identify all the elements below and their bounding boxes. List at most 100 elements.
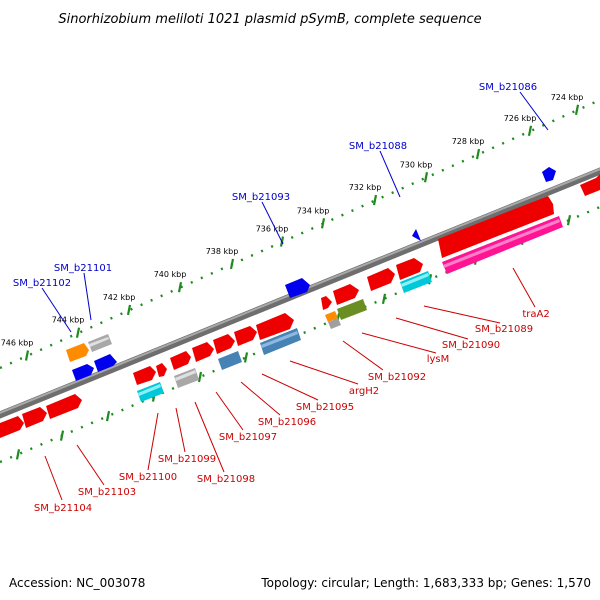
gene-feature-reverse xyxy=(94,354,117,372)
gene-feature-box xyxy=(138,384,161,396)
ruler-major-tick xyxy=(574,104,580,116)
inner-ruler-major-tick xyxy=(197,371,203,383)
gene-label-sm-b21103[interactable]: SM_b21103 xyxy=(78,487,136,498)
inner-ruler-major-tick xyxy=(59,430,65,441)
connector-sm-b21096 xyxy=(240,381,281,416)
gene-label-sm-b21086[interactable]: SM_b21086 xyxy=(479,82,537,93)
ruler-major-tick xyxy=(372,194,378,206)
ruler-tick-label: 734 kbp xyxy=(297,206,330,215)
ruler-tick-label: 738 kbp xyxy=(206,247,239,256)
gene-feature-forward xyxy=(396,258,423,280)
ruler-major-tick xyxy=(527,125,533,137)
label-connectors xyxy=(41,91,549,501)
inner-ruler-major-tick xyxy=(381,293,387,305)
gene-label-sm-b21090[interactable]: SM_b21090 xyxy=(442,340,500,351)
connector-sm-b21099 xyxy=(175,407,186,453)
connector-traa2 xyxy=(512,267,536,308)
gene-feature-reverse xyxy=(542,167,556,182)
connector-argh2 xyxy=(289,360,359,385)
gene-feature-forward xyxy=(213,334,235,354)
connector-sm-b21095 xyxy=(261,373,319,401)
connector-lysm xyxy=(361,332,437,354)
connector-sm-b21088 xyxy=(379,150,401,198)
ruler-major-tick xyxy=(423,172,429,183)
gene-label-sm-b21096[interactable]: SM_b21096 xyxy=(258,417,316,428)
gene-feature-forward xyxy=(22,407,47,428)
gene-feature-reverse xyxy=(285,278,310,298)
inner-ruler-major-tick xyxy=(105,410,111,422)
connector-sm-b21100 xyxy=(147,412,159,471)
connector-sm-b21089 xyxy=(423,305,501,324)
gene-label-sm-b21104[interactable]: SM_b21104 xyxy=(34,503,92,514)
gene-feature-forward xyxy=(0,416,24,438)
gene-label-sm-b21098[interactable]: SM_b21098 xyxy=(197,474,255,485)
ruler-major-tick xyxy=(177,281,183,293)
gene-feature-forward xyxy=(333,284,359,305)
gene-feature-reverse xyxy=(412,229,421,241)
gene-feature-box xyxy=(175,370,196,381)
connector-sm-b21093 xyxy=(261,201,284,245)
inner-ruler-major-tick xyxy=(243,352,249,363)
ruler-major-tick xyxy=(24,350,30,361)
gene-feature-reverse xyxy=(88,334,112,352)
gene-label-lysm[interactable]: lysM xyxy=(427,354,450,365)
ruler-tick-label: 732 kbp xyxy=(349,183,382,192)
gene-feature-forward xyxy=(438,196,554,258)
gene-label-sm-b21092[interactable]: SM_b21092 xyxy=(368,372,426,383)
gene-feature-forward xyxy=(192,342,214,362)
gene-feature-reverse xyxy=(66,343,89,362)
gene-label-sm-b21089[interactable]: SM_b21089 xyxy=(475,324,533,335)
gene-feature-reverse xyxy=(89,337,109,347)
gene-feature-box xyxy=(325,311,338,322)
gene-label-sm-b21097[interactable]: SM_b21097 xyxy=(219,432,277,443)
gene-feature-box xyxy=(443,219,560,268)
upper-gene-labels: SM_b21086 SM_b21088 SM_b21093 SM_b21101 … xyxy=(13,82,537,289)
gene-feature-forward xyxy=(367,268,395,291)
connector-sm-b21097 xyxy=(215,391,244,431)
gene-feature-forward xyxy=(256,313,294,340)
gene-feature-forward xyxy=(46,394,82,419)
connector-sm-b21090 xyxy=(395,317,469,340)
gene-feature-box xyxy=(328,318,341,329)
gene-label-traa2[interactable]: traA2 xyxy=(522,309,549,320)
gene-label-sm-b21093[interactable]: SM_b21093 xyxy=(232,192,290,203)
gene-label-sm-b21102[interactable]: SM_b21102 xyxy=(13,278,71,289)
ruler-tick-label: 730 kbp xyxy=(400,160,433,169)
connector-sm-b21103 xyxy=(76,444,105,486)
inner-ruler-major-tick xyxy=(15,449,21,460)
ruler-tick-label: 744 kbp xyxy=(52,316,85,325)
ruler-tick-label: 728 kbp xyxy=(452,137,485,146)
lower-gene-labels: traA2 SM_b21089 SM_b21090 lysM SM_b21092… xyxy=(34,309,550,514)
ruler-tick-label: 724 kbp xyxy=(551,93,584,102)
gene-feature-forward xyxy=(234,326,257,346)
gene-feature-box xyxy=(261,331,298,348)
connector-sm-b21104 xyxy=(44,455,63,501)
gene-features xyxy=(0,167,600,438)
connector-sm-b21092 xyxy=(342,340,384,371)
ruler-tick-label: 742 kbp xyxy=(103,293,136,302)
connector-sm-b21101 xyxy=(83,272,92,321)
gene-feature-box xyxy=(218,351,242,370)
ruler-major-tick xyxy=(75,327,81,338)
gene-label-sm-b21100[interactable]: SM_b21100 xyxy=(119,472,177,483)
connector-sm-b21098 xyxy=(194,401,225,473)
gene-label-sm-b21101[interactable]: SM_b21101 xyxy=(54,263,112,274)
genome-summary-text: Topology: circular; Length: 1,683,333 bp… xyxy=(260,576,591,590)
gene-feature-forward xyxy=(321,296,332,310)
gene-feature-forward xyxy=(156,363,167,377)
gene-label-sm-b21088[interactable]: SM_b21088 xyxy=(349,141,407,152)
connector-sm-b21102 xyxy=(41,287,72,333)
inner-ruler-major-tick xyxy=(566,214,572,226)
connector-sm-b21086 xyxy=(519,91,549,131)
ruler-major-tick xyxy=(320,218,326,229)
accession-text: Accession: NC_003078 xyxy=(9,576,145,590)
gene-label-sm-b21099[interactable]: SM_b21099 xyxy=(158,454,216,465)
gene-feature-forward xyxy=(170,351,191,370)
gene-label-argh2[interactable]: argH2 xyxy=(349,386,379,397)
ruler-major-tick xyxy=(475,148,481,160)
outer-major-ticks xyxy=(24,104,580,361)
gene-label-sm-b21095[interactable]: SM_b21095 xyxy=(296,402,354,413)
ruler-tick-label: 740 kbp xyxy=(154,270,187,279)
gene-feature-forward xyxy=(580,174,600,196)
gene-feature-box xyxy=(401,273,429,287)
